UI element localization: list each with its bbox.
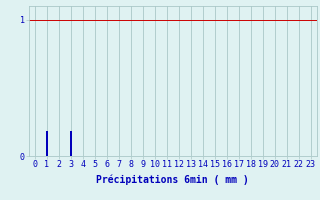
Bar [46,131,48,156]
X-axis label: Précipitations 6min ( mm ): Précipitations 6min ( mm ) [96,175,249,185]
Bar [70,131,72,156]
